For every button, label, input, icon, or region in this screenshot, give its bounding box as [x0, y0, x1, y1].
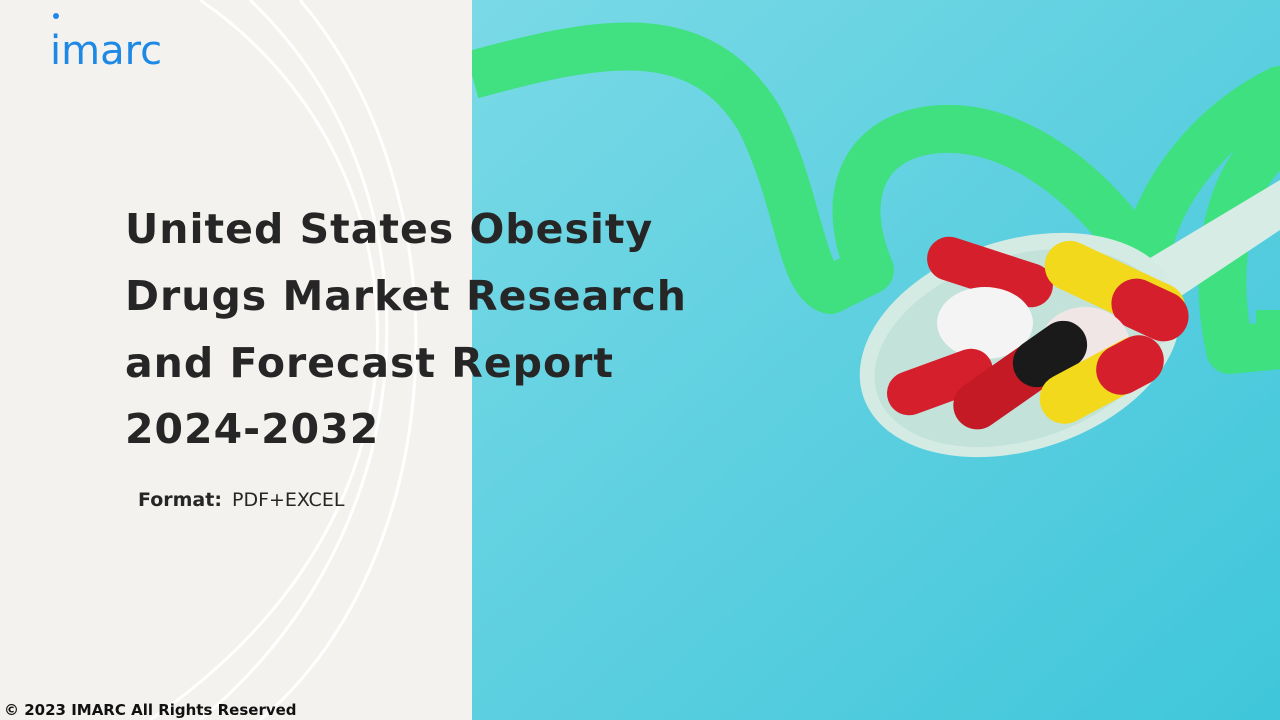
title-line: Drugs Market Research	[125, 272, 687, 320]
logo: imarc	[50, 28, 162, 74]
footer: © 2023 IMARC All Rights Reserved	[4, 701, 297, 719]
logo-dot	[53, 13, 59, 19]
title-line: and Forecast Report	[125, 339, 614, 387]
pills	[886, 236, 1189, 430]
measuring-tape	[465, 22, 1280, 374]
title-line: 2024-2032	[125, 405, 379, 453]
decorative-curves	[149, 0, 418, 720]
format-value: PDF+EXCEL	[232, 489, 345, 511]
title-line: United States Obesity	[125, 205, 653, 253]
format-line: Format: PDF+EXCEL	[138, 489, 345, 511]
left-panel	[0, 0, 472, 720]
format-label: Format:	[138, 489, 222, 511]
